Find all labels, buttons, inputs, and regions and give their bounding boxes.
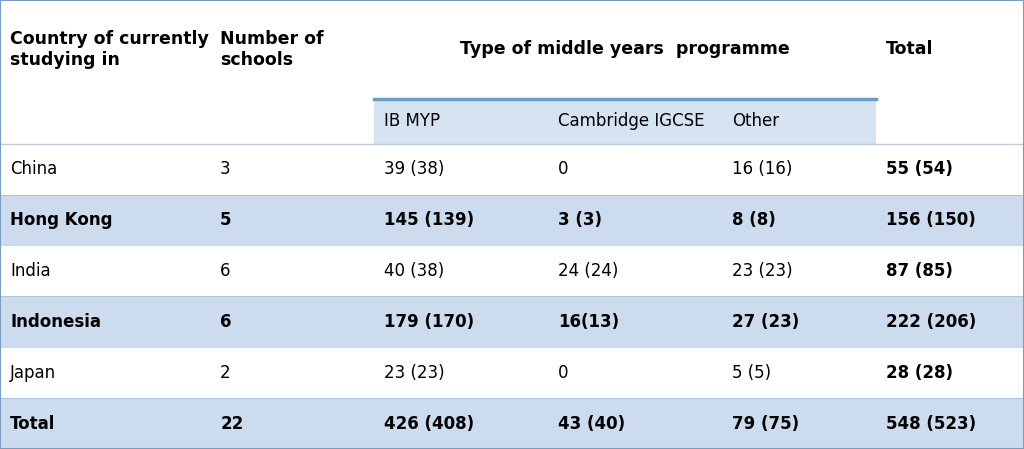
Text: 23 (23): 23 (23) (384, 364, 444, 382)
Text: Indonesia: Indonesia (10, 313, 101, 331)
Text: Total: Total (10, 414, 55, 432)
Text: 40 (38): 40 (38) (384, 262, 444, 280)
Text: 43 (40): 43 (40) (558, 414, 626, 432)
Bar (0, 246, 1024, 296)
Bar (876, 99, 1024, 144)
Text: Japan: Japan (10, 364, 56, 382)
Text: 6: 6 (220, 313, 231, 331)
Bar (374, 99, 876, 144)
Bar (0, 398, 1024, 449)
Text: 6: 6 (220, 262, 230, 280)
Text: Cambridge IGCSE: Cambridge IGCSE (558, 112, 705, 130)
Bar (0, 144, 1024, 194)
Text: Total: Total (886, 40, 933, 58)
Text: 24 (24): 24 (24) (558, 262, 618, 280)
Text: 3: 3 (220, 160, 230, 178)
Bar (0, 0, 1024, 99)
Text: 145 (139): 145 (139) (384, 211, 474, 229)
Text: Hong Kong: Hong Kong (10, 211, 113, 229)
Bar (0, 194, 1024, 246)
Text: IB MYP: IB MYP (384, 112, 440, 130)
Text: Country of currently
studying in: Country of currently studying in (10, 30, 209, 69)
Text: 22: 22 (220, 414, 244, 432)
Text: 5 (5): 5 (5) (732, 364, 771, 382)
Text: 156 (150): 156 (150) (886, 211, 976, 229)
Text: 39 (38): 39 (38) (384, 160, 444, 178)
Text: 27 (23): 27 (23) (732, 313, 800, 331)
Bar (0, 296, 1024, 347)
Text: 2: 2 (220, 364, 230, 382)
Text: China: China (10, 160, 57, 178)
Text: 5: 5 (220, 211, 231, 229)
Text: 8 (8): 8 (8) (732, 211, 776, 229)
Text: 28 (28): 28 (28) (886, 364, 952, 382)
Text: Number of
schools: Number of schools (220, 30, 324, 69)
Text: Other: Other (732, 112, 779, 130)
Text: 222 (206): 222 (206) (886, 313, 976, 331)
Text: 179 (170): 179 (170) (384, 313, 474, 331)
Text: 426 (408): 426 (408) (384, 414, 474, 432)
Text: 16(13): 16(13) (558, 313, 620, 331)
Bar (0, 99, 210, 144)
Text: 3 (3): 3 (3) (558, 211, 602, 229)
Text: 87 (85): 87 (85) (886, 262, 952, 280)
Text: India: India (10, 262, 51, 280)
Bar (210, 99, 374, 144)
Text: 55 (54): 55 (54) (886, 160, 952, 178)
Text: 23 (23): 23 (23) (732, 262, 793, 280)
Text: 16 (16): 16 (16) (732, 160, 793, 178)
Text: Type of middle years  programme: Type of middle years programme (460, 40, 790, 58)
Bar (0, 347, 1024, 398)
Text: 79 (75): 79 (75) (732, 414, 800, 432)
Text: 0: 0 (558, 364, 568, 382)
Text: 0: 0 (558, 160, 568, 178)
Text: 548 (523): 548 (523) (886, 414, 976, 432)
